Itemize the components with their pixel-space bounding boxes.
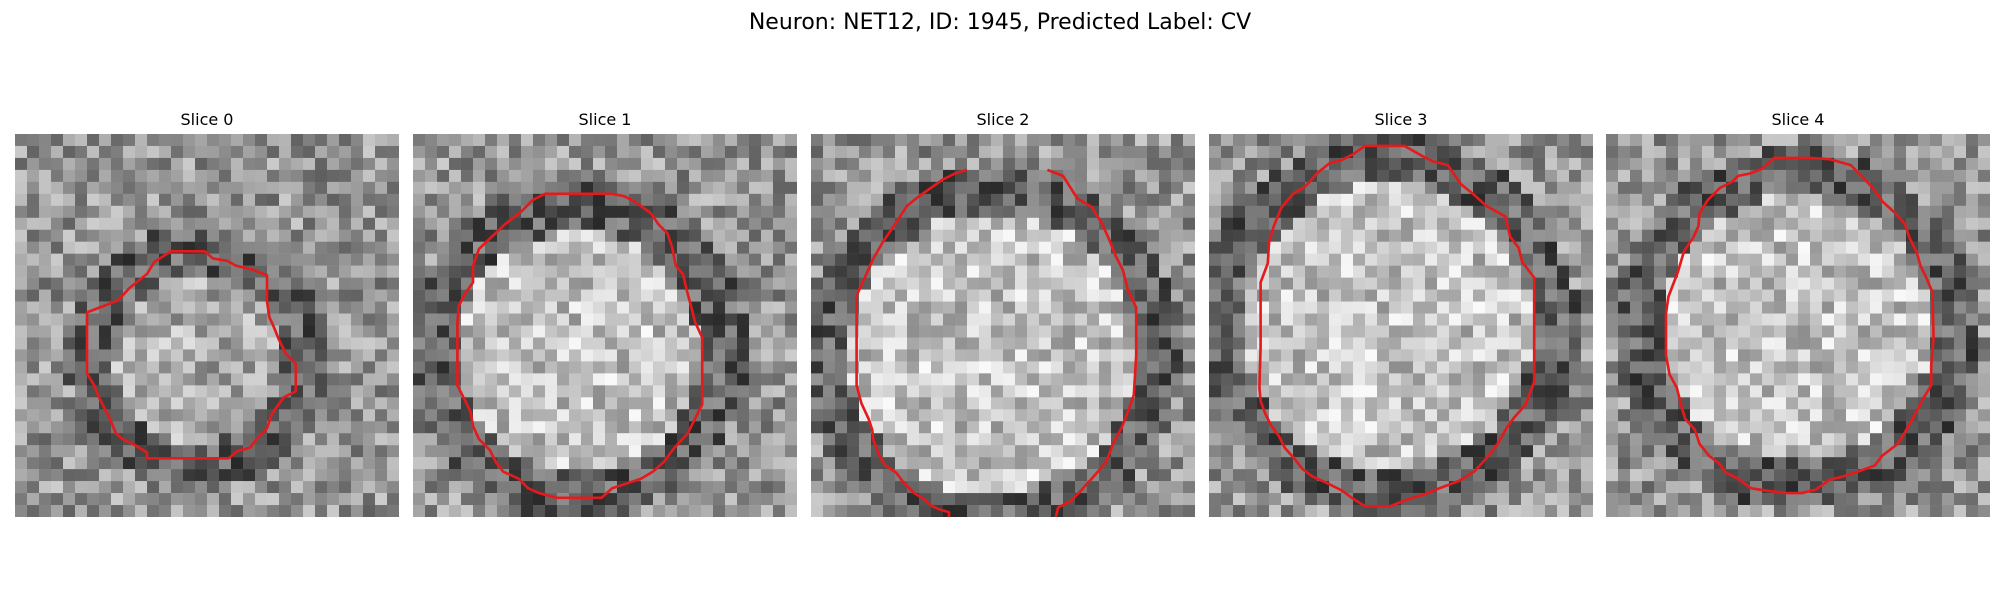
slice-3-canvas (1209, 134, 1593, 517)
slice-0-image (15, 134, 399, 517)
slice-0-contour (85, 249, 298, 460)
figure-title: Neuron: NET12, ID: 1945, Predicted Label… (748, 10, 1252, 35)
slice-4-contour (1664, 156, 1935, 495)
slice-1-contour (456, 192, 704, 500)
slice-0-canvas (15, 134, 399, 517)
slice-2-contour-segment-1 (1046, 168, 1138, 517)
slice-2-canvas (811, 134, 1195, 517)
panel-title-slice-1: Slice 1 (578, 110, 632, 129)
slice-3-contour (1258, 144, 1536, 508)
slice-2-contour-segment-0 (855, 168, 968, 517)
panel-title-slice-0: Slice 0 (180, 110, 234, 129)
slice-2-image (811, 134, 1195, 517)
slice-4-canvas (1606, 134, 1990, 517)
panel-title-slice-4: Slice 4 (1771, 110, 1825, 129)
panel-title-slice-2: Slice 2 (976, 110, 1030, 129)
slice-1-image (413, 134, 797, 517)
slice-3-image (1209, 134, 1593, 517)
slice-1-canvas (413, 134, 797, 517)
slice-4-image (1606, 134, 1990, 517)
panel-title-slice-3: Slice 3 (1374, 110, 1428, 129)
